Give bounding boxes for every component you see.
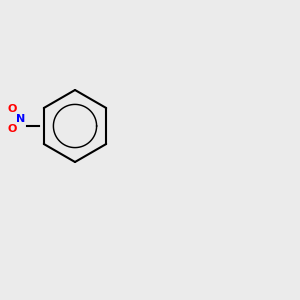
Text: O: O [7,104,17,115]
Text: N: N [16,113,26,124]
Text: O: O [7,124,17,134]
